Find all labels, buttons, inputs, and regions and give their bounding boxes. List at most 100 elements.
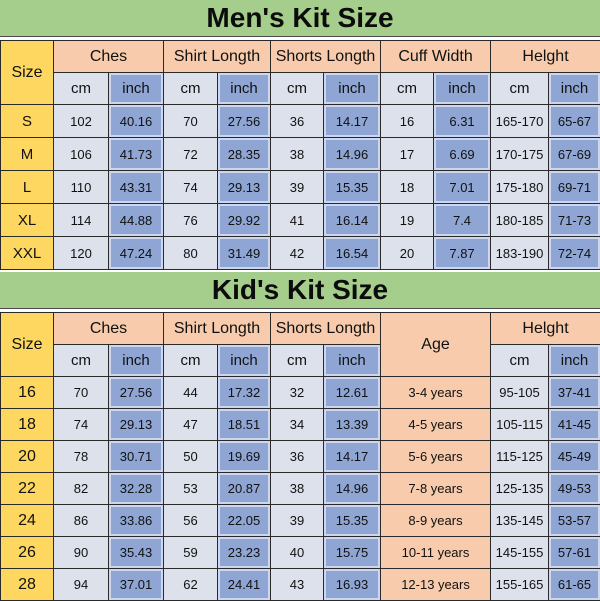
cm-cell: 38: [271, 473, 324, 505]
cm-unit-header: cm: [381, 73, 434, 105]
inch-cell: 27.56: [109, 377, 164, 409]
inch-unit-header: inch: [549, 73, 600, 105]
inch-cell: 14.96: [324, 138, 381, 171]
cm-cell: 95-105: [491, 377, 549, 409]
cm-cell: 114: [54, 204, 109, 237]
mens-kit-size-table: Size Ches Shirt Longth Shorts Longth Cuf…: [0, 40, 600, 270]
group-header-row: Size Ches Shirt Longth Shorts Longth Age…: [1, 313, 600, 345]
cm-cell: 105-115: [491, 409, 549, 441]
cm-cell: 43: [271, 569, 324, 601]
cm-cell: 145-155: [491, 537, 549, 569]
cm-cell: 102: [54, 105, 109, 138]
inch-cell: 40.16: [109, 105, 164, 138]
cm-unit-header: cm: [164, 345, 218, 377]
cm-cell: 76: [164, 204, 218, 237]
inch-cell: 41.73: [109, 138, 164, 171]
inch-unit-header: inch: [109, 73, 164, 105]
cm-cell: 70: [54, 377, 109, 409]
inch-cell: 17.32: [218, 377, 271, 409]
size-cell: 16: [1, 377, 54, 409]
inch-cell: 23.23: [218, 537, 271, 569]
inch-cell: 65-67: [549, 105, 600, 138]
inch-cell: 53-57: [549, 505, 600, 537]
ches-group-header: Ches: [54, 41, 164, 73]
cm-unit-header: cm: [271, 345, 324, 377]
kids-kit-size-table: Size Ches Shirt Longth Shorts Longth Age…: [0, 312, 600, 601]
inch-cell: 43.31: [109, 171, 164, 204]
cm-cell: 44: [164, 377, 218, 409]
cm-cell: 155-165: [491, 569, 549, 601]
cm-cell: 20: [381, 237, 434, 270]
age-cell: 4-5 years: [381, 409, 491, 441]
age-cell: 8-9 years: [381, 505, 491, 537]
inch-cell: 49-53: [549, 473, 600, 505]
age-cell: 7-8 years: [381, 473, 491, 505]
inch-cell: 71-73: [549, 204, 600, 237]
inch-cell: 20.87: [218, 473, 271, 505]
cm-cell: 90: [54, 537, 109, 569]
inch-cell: 37.01: [109, 569, 164, 601]
cm-cell: 42: [271, 237, 324, 270]
cm-cell: 120: [54, 237, 109, 270]
cm-cell: 110: [54, 171, 109, 204]
cm-cell: 38: [271, 138, 324, 171]
cm-cell: 53: [164, 473, 218, 505]
inch-cell: 30.71: [109, 441, 164, 473]
inch-cell: 15.75: [324, 537, 381, 569]
size-cell: 26: [1, 537, 54, 569]
cm-cell: 39: [271, 171, 324, 204]
inch-unit-header: inch: [218, 73, 271, 105]
size-cell: S: [1, 105, 54, 138]
inch-cell: 7.4: [434, 204, 491, 237]
cm-cell: 125-135: [491, 473, 549, 505]
cm-unit-header: cm: [54, 73, 109, 105]
inch-cell: 41-45: [549, 409, 600, 441]
cm-unit-header: cm: [271, 73, 324, 105]
inch-unit-header: inch: [434, 73, 491, 105]
inch-unit-header: inch: [109, 345, 164, 377]
cm-cell: 180-185: [491, 204, 549, 237]
cm-cell: 74: [164, 171, 218, 204]
inch-cell: 37-41: [549, 377, 600, 409]
inch-cell: 67-69: [549, 138, 600, 171]
size-cell: 24: [1, 505, 54, 537]
cm-cell: 70: [164, 105, 218, 138]
age-cell: 10-11 years: [381, 537, 491, 569]
inch-cell: 13.39: [324, 409, 381, 441]
inch-cell: 32.28: [109, 473, 164, 505]
cm-cell: 47: [164, 409, 218, 441]
cm-cell: 78: [54, 441, 109, 473]
age-column-header: Age: [381, 313, 491, 377]
cm-cell: 36: [271, 105, 324, 138]
size-cell: XL: [1, 204, 54, 237]
ches-group-header: Ches: [54, 313, 164, 345]
cm-cell: 106: [54, 138, 109, 171]
inch-unit-header: inch: [324, 345, 381, 377]
size-cell: L: [1, 171, 54, 204]
helght-group-header: Helght: [491, 41, 600, 73]
size-cell: 22: [1, 473, 54, 505]
inch-cell: 16.54: [324, 237, 381, 270]
cm-cell: 72: [164, 138, 218, 171]
size-cell: M: [1, 138, 54, 171]
mens-kit-title-band: Men's Kit Size: [0, 0, 600, 37]
cm-cell: 135-145: [491, 505, 549, 537]
inch-cell: 33.86: [109, 505, 164, 537]
inch-cell: 6.31: [434, 105, 491, 138]
inch-cell: 14.17: [324, 441, 381, 473]
cm-cell: 82: [54, 473, 109, 505]
unit-header-row: cm inch cm inch cm inch cm inch cm inch: [1, 73, 600, 105]
cm-cell: 19: [381, 204, 434, 237]
cm-cell: 115-125: [491, 441, 549, 473]
inch-cell: 22.05: [218, 505, 271, 537]
inch-unit-header: inch: [324, 73, 381, 105]
